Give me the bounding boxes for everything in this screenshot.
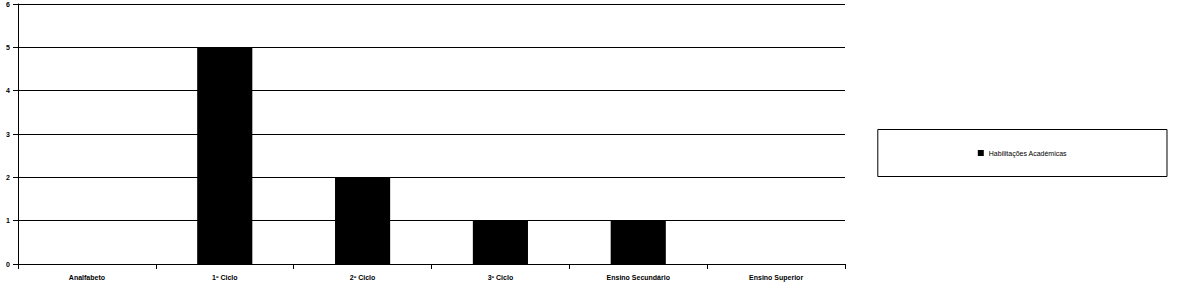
svg-text:6: 6 bbox=[6, 1, 10, 8]
svg-text:2: 2 bbox=[6, 174, 10, 181]
svg-text:3: 3 bbox=[6, 131, 10, 138]
svg-text:Habilitações Académicas: Habilitações Académicas bbox=[989, 150, 1067, 158]
svg-text:1º Ciclo: 1º Ciclo bbox=[212, 274, 238, 281]
svg-text:Analfabeto: Analfabeto bbox=[69, 274, 105, 281]
svg-text:4: 4 bbox=[6, 87, 10, 94]
svg-text:3º Ciclo: 3º Ciclo bbox=[488, 274, 514, 281]
svg-text:1: 1 bbox=[6, 217, 10, 224]
svg-text:0: 0 bbox=[6, 261, 10, 268]
svg-text:Ensino Secundário: Ensino Secundário bbox=[607, 274, 670, 281]
svg-text:2º Ciclo: 2º Ciclo bbox=[350, 274, 376, 281]
svg-text:Ensino Superior: Ensino Superior bbox=[749, 274, 803, 282]
svg-text:5: 5 bbox=[6, 44, 10, 51]
